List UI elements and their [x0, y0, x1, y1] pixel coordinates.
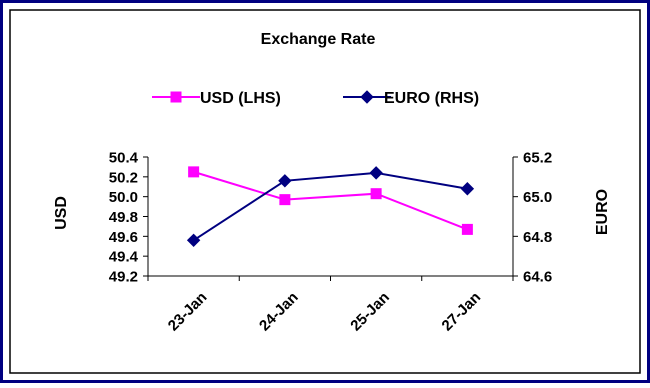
series-line: [193, 170, 468, 231]
legend-item: USD (LHS): [152, 90, 281, 107]
y-right-tick-label: 64.8: [523, 229, 552, 246]
legend-item: EURO (RHS): [343, 90, 479, 107]
series-euro: [186, 166, 475, 248]
y-right-tick-label: 65.0: [523, 189, 552, 206]
legend: USD (LHS) EURO (RHS): [152, 90, 479, 107]
data-point: [370, 188, 382, 200]
series-usd: [188, 166, 473, 235]
legend-marker: [360, 90, 374, 104]
y-left-tick-label: 49.6: [109, 229, 138, 246]
y-left-tick-label: 49.8: [109, 209, 138, 226]
data-point: [279, 194, 291, 206]
y-axis-right-label: EURO: [594, 189, 611, 235]
chart-title: Exchange Rate: [261, 31, 376, 48]
data-point: [460, 182, 475, 196]
legend-label: EURO (RHS): [384, 90, 479, 107]
data-point: [461, 223, 473, 235]
y-axis-left-label: USD: [53, 196, 70, 230]
y-left-tick-label: 50.2: [109, 169, 138, 186]
series-layer: [186, 166, 475, 248]
legend-label: USD (LHS): [200, 90, 281, 107]
y-left-tick-label: 49.4: [109, 249, 139, 266]
y-left-tick-label: 49.2: [109, 269, 138, 286]
y-right-tick-label: 64.6: [523, 269, 552, 286]
legend-marker: [170, 91, 182, 103]
chart-frame-inner: [9, 9, 641, 374]
data-point: [188, 166, 200, 178]
data-point: [186, 233, 201, 248]
data-point: [278, 174, 292, 188]
y-left-tick-label: 50.4: [109, 150, 139, 167]
y-right-tick-label: 65.2: [523, 150, 552, 167]
series-line: [193, 171, 468, 242]
data-point: [369, 166, 383, 180]
y-left-tick-label: 50.0: [109, 189, 138, 206]
